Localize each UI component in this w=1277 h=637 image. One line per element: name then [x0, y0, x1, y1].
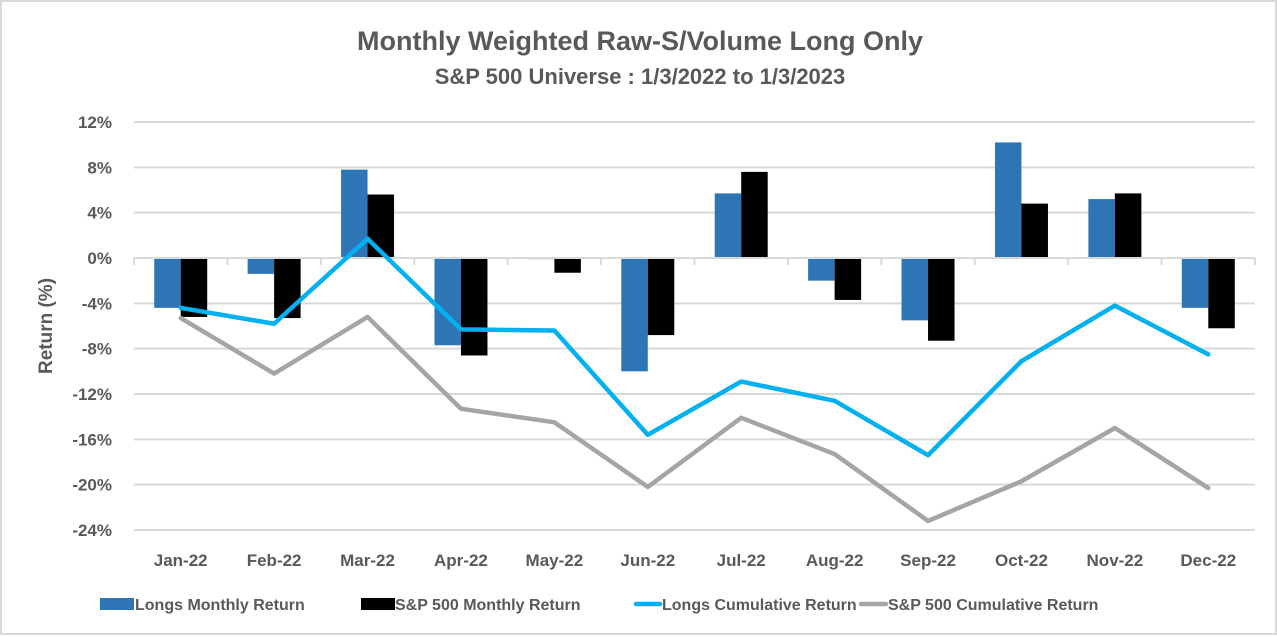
legend-label: Longs Monthly Return	[135, 597, 305, 614]
bar-s-p-500-monthly-return	[1115, 193, 1142, 258]
legend-item[interactable]: S&P 500 Cumulative Return	[861, 597, 1098, 614]
x-tick-label: Oct-22	[995, 551, 1048, 570]
gridlines	[134, 122, 1255, 530]
bar-s-p-500-monthly-return	[648, 258, 675, 335]
bar-s-p-500-monthly-return	[1208, 258, 1235, 328]
bar-longs-monthly-return	[248, 258, 275, 274]
x-tick-label: Sep-22	[900, 551, 956, 570]
legend: Longs Monthly Return S&P 500 Monthly Retu…	[100, 597, 1098, 614]
bars	[154, 142, 1235, 371]
y-tick-label: 12%	[78, 113, 112, 132]
bar-s-p-500-monthly-return	[928, 258, 955, 341]
y-axis-title: Return (%)	[36, 278, 57, 374]
x-tick-label: Jun-22	[620, 551, 675, 570]
y-tick-label: -20%	[72, 476, 112, 495]
legend-swatch	[100, 598, 134, 610]
x-tick-label: Aug-22	[806, 551, 864, 570]
y-tick-label: -12%	[72, 385, 112, 404]
chart-subtitle: S&P 500 Universe : 1/3/2022 to 1/3/2023	[435, 64, 846, 89]
y-tick-label: -16%	[72, 430, 112, 449]
bar-s-p-500-monthly-return	[1021, 204, 1047, 258]
legend-item[interactable]: Longs Cumulative Return	[636, 597, 857, 614]
x-tick-label: Dec-22	[1180, 551, 1236, 570]
legend-swatch	[361, 598, 395, 610]
x-axis-labels: Jan-22 Feb-22 Mar-22 Apr-22 May-22 Jun-22 Jul-…	[154, 551, 1236, 570]
y-tick-label: -24%	[72, 521, 112, 540]
bar-longs-monthly-return	[1182, 258, 1209, 308]
legend-label: S&P 500 Monthly Return	[395, 597, 581, 614]
chart-title: Monthly Weighted Raw-S/Volume Long Only	[357, 26, 923, 56]
x-tick-label: Jul-22	[717, 551, 766, 570]
legend-item[interactable]: Longs Monthly Return	[100, 597, 305, 614]
bar-longs-monthly-return	[1088, 199, 1115, 258]
bar-longs-monthly-return	[902, 258, 929, 320]
y-tick-label: -8%	[82, 340, 112, 359]
bar-longs-monthly-return	[621, 258, 648, 371]
bar-s-p-500-monthly-return	[741, 172, 768, 258]
y-tick-label: -4%	[82, 294, 112, 313]
bar-longs-monthly-return	[154, 258, 181, 308]
y-axis-ticks: 12% 8% 4% 0% -4% -8% -12% -16% -20% -24%	[72, 113, 112, 540]
legend-label: Longs Cumulative Return	[662, 597, 857, 614]
line-s-p-500-cumulative-return	[181, 317, 1209, 521]
x-tick-label: Jan-22	[154, 551, 208, 570]
x-tick-label: Mar-22	[340, 551, 395, 570]
legend-item[interactable]: S&P 500 Monthly Return	[361, 597, 581, 614]
legend-label: S&P 500 Cumulative Return	[888, 597, 1098, 614]
line-longs-cumulative-return	[181, 239, 1209, 455]
bar-longs-monthly-return	[995, 142, 1022, 258]
x-tick-label: Feb-22	[247, 551, 302, 570]
x-tick-label: Apr-22	[434, 551, 488, 570]
bar-longs-monthly-return	[434, 258, 461, 345]
bar-longs-monthly-return	[715, 193, 742, 258]
bar-longs-monthly-return	[808, 258, 835, 281]
x-axis	[134, 258, 1255, 265]
bar-s-p-500-monthly-return	[461, 258, 488, 355]
y-tick-label: 0%	[87, 249, 112, 268]
bar-s-p-500-monthly-return	[835, 258, 862, 300]
bar-s-p-500-monthly-return	[554, 258, 581, 273]
y-tick-label: 8%	[87, 158, 112, 177]
x-tick-label: May-22	[526, 551, 584, 570]
y-tick-label: 4%	[87, 204, 112, 223]
x-tick-label: Nov-22	[1087, 551, 1144, 570]
lines	[181, 239, 1209, 521]
